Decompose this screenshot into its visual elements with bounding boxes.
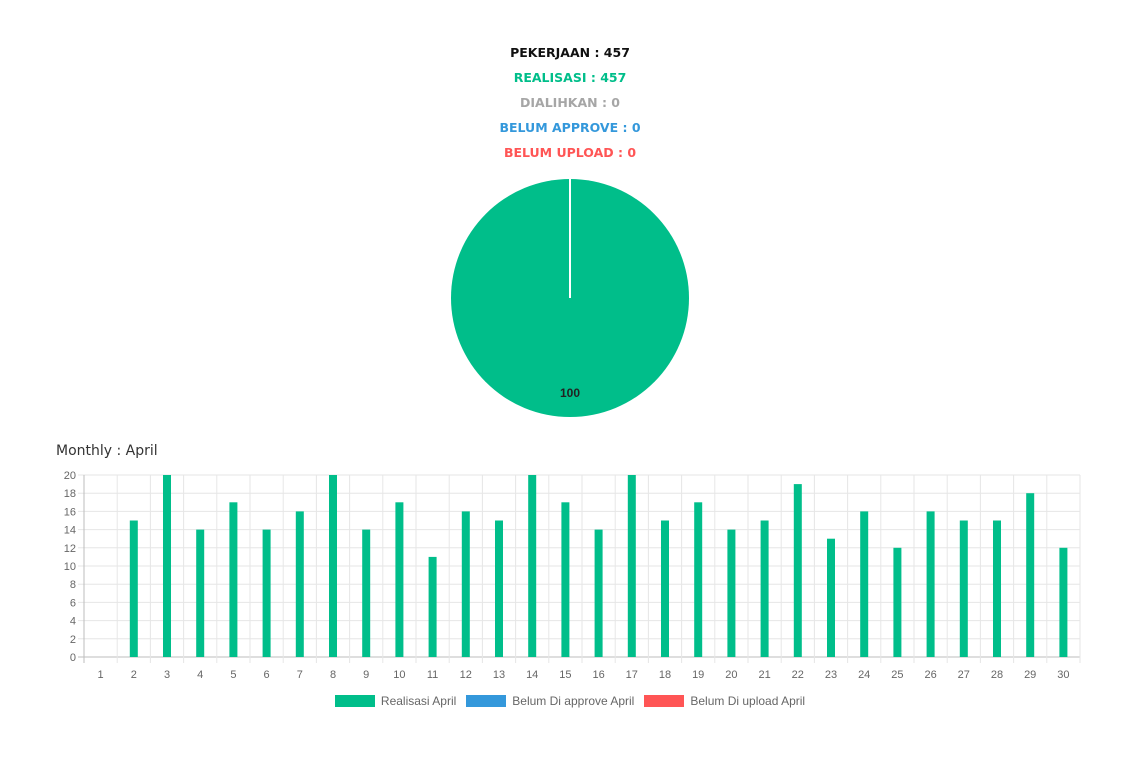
bar-realisasi [129, 520, 138, 657]
belum-approve-total: BELUM APPROVE : 0 [499, 120, 641, 135]
pie-chart: 100 [451, 179, 689, 417]
bar-realisasi [893, 547, 902, 657]
x-tick-label: 7 [297, 669, 303, 681]
bar-realisasi [793, 484, 802, 657]
x-tick-label: 20 [725, 669, 737, 681]
bar-realisasi [1059, 547, 1068, 657]
legend-item[interactable]: Belum Di approve April [466, 694, 634, 708]
x-tick-label: 19 [692, 669, 704, 681]
bar-realisasi [1026, 493, 1035, 657]
x-tick-label: 3 [164, 669, 170, 681]
bar-realisasi [295, 511, 304, 657]
x-tick-label: 15 [559, 669, 571, 681]
summary-panel: PEKERJAAN : 457 REALISASI : 457 DIALIHKA… [0, 44, 1140, 169]
bar-realisasi [627, 475, 636, 657]
pekerjaan-total: PEKERJAAN : 457 [510, 45, 630, 60]
bar-realisasi [959, 520, 968, 657]
x-tick-label: 5 [230, 669, 236, 681]
bar-realisasi [428, 556, 437, 657]
bar-realisasi [727, 529, 736, 657]
bar-realisasi [329, 475, 337, 657]
legend-item[interactable]: Realisasi April [334, 694, 457, 708]
x-tick-label: 1 [98, 669, 104, 681]
x-tick-label: 10 [393, 669, 405, 681]
realisasi-total: REALISASI : 457 [513, 70, 627, 85]
y-tick-label: 8 [70, 579, 76, 591]
bar-realisasi [860, 511, 869, 657]
bar-realisasi [993, 520, 1001, 657]
bar-realisasi [694, 502, 703, 657]
x-tick-label: 24 [858, 669, 870, 681]
x-tick-label: 13 [493, 669, 505, 681]
bar-realisasi [196, 529, 205, 657]
belum-upload-total: BELUM UPLOAD : 0 [503, 145, 637, 160]
bar-realisasi [229, 502, 238, 657]
y-tick-label: 14 [64, 525, 76, 537]
x-tick-label: 28 [991, 669, 1003, 681]
legend-label: Belum Di upload April [690, 694, 806, 708]
bar-realisasi [760, 520, 769, 657]
bar-realisasi [528, 475, 537, 657]
x-tick-label: 11 [427, 669, 438, 681]
x-tick-label: 22 [792, 669, 804, 681]
bar-realisasi [926, 511, 935, 657]
dialihkan-total: DIALIHKAN : 0 [520, 95, 620, 110]
legend-swatch [334, 695, 375, 707]
x-tick-label: 23 [825, 669, 837, 681]
x-tick-label: 4 [197, 669, 203, 681]
legend-swatch [644, 695, 685, 707]
x-tick-label: 8 [330, 669, 336, 681]
legend-swatch [466, 695, 507, 707]
legend-label: Belum Di approve April [512, 694, 635, 708]
x-tick-label: 16 [592, 669, 604, 681]
x-tick-label: 21 [758, 669, 770, 681]
x-tick-label: 14 [526, 669, 538, 681]
y-tick-label: 2 [70, 634, 76, 646]
bar-realisasi [495, 520, 503, 657]
x-tick-label: 30 [1057, 669, 1069, 681]
x-tick-label: 25 [891, 669, 903, 681]
pie-slice-label: 100 [560, 386, 580, 400]
y-tick-label: 4 [70, 616, 76, 628]
x-tick-label: 29 [1024, 669, 1036, 681]
y-tick-label: 0 [70, 652, 76, 664]
bar-realisasi [661, 520, 669, 657]
x-tick-label: 27 [958, 669, 970, 681]
legend-label: Realisasi April [380, 694, 457, 708]
x-tick-label: 6 [264, 669, 270, 681]
legend-item[interactable]: Belum Di upload April [644, 694, 805, 708]
x-tick-label: 2 [131, 669, 137, 681]
bar-realisasi [395, 502, 404, 657]
x-tick-label: 26 [924, 669, 936, 681]
bar-realisasi [461, 511, 470, 657]
bar-realisasi [827, 538, 835, 657]
x-tick-label: 9 [363, 669, 369, 681]
x-tick-label: 12 [460, 669, 472, 681]
bar-realisasi [262, 529, 271, 657]
y-tick-label: 18 [64, 488, 76, 500]
x-tick-label: 18 [659, 669, 671, 681]
bar-realisasi [362, 529, 371, 657]
y-tick-label: 12 [64, 543, 76, 555]
bar-realisasi [163, 475, 171, 657]
y-tick-label: 20 [64, 470, 76, 482]
bar-realisasi [594, 529, 603, 657]
monthly-title: Monthly : April [56, 443, 158, 459]
y-tick-label: 6 [70, 597, 76, 609]
y-tick-label: 16 [64, 506, 76, 518]
y-tick-label: 10 [64, 561, 76, 573]
bar-realisasi [561, 502, 570, 657]
x-tick-label: 17 [626, 669, 638, 681]
chart-legend: Realisasi April Belum Di approve April Bel… [0, 694, 1140, 708]
